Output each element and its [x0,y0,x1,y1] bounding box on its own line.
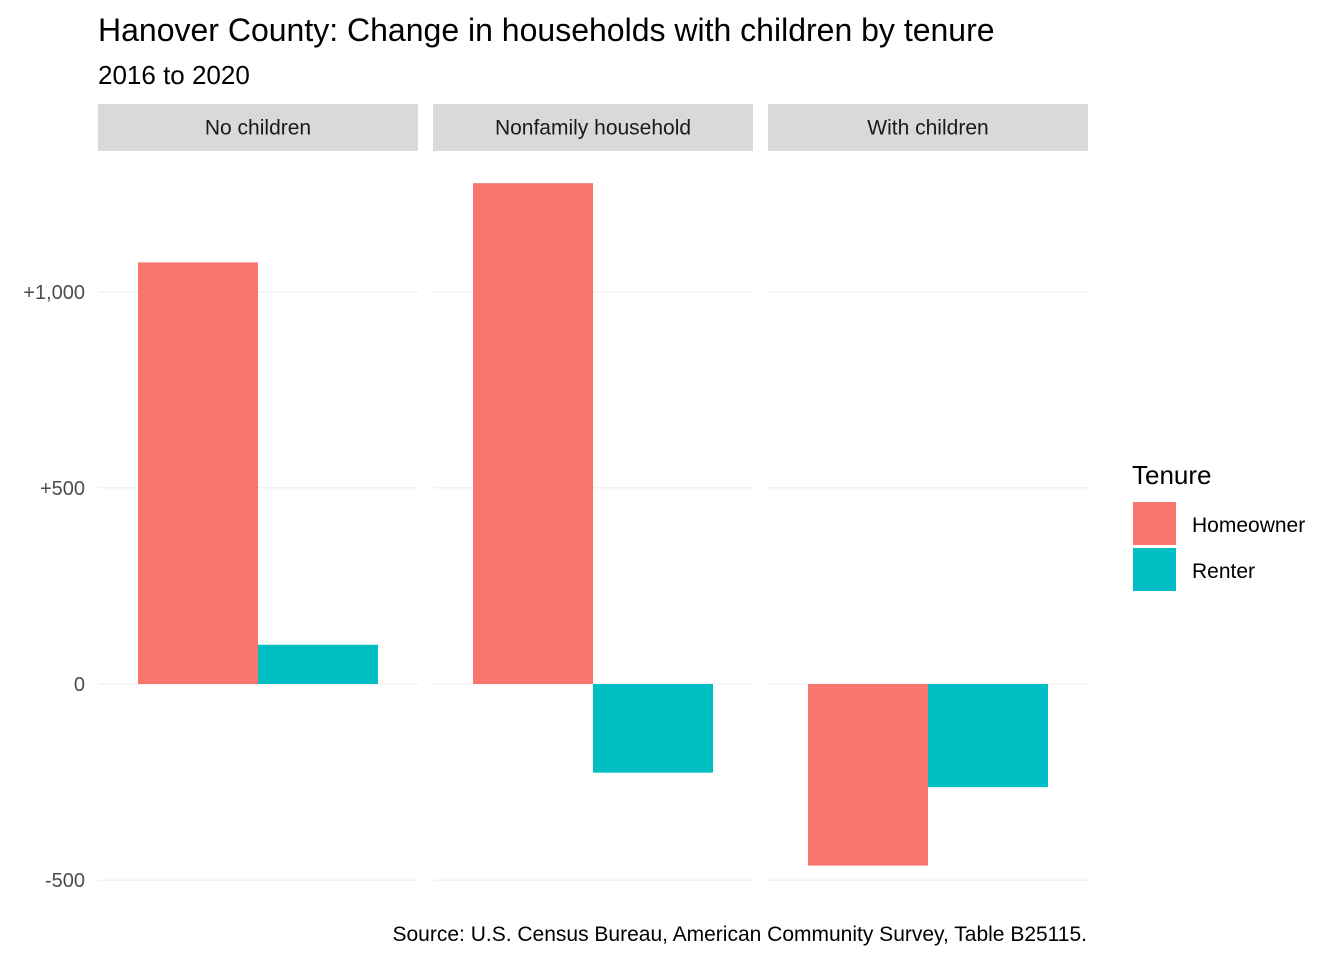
facet-strip-label: With children [867,117,988,140]
y-axis: -500 0 +500 +1,000 [23,282,85,892]
facet-panel: No children [98,104,418,881]
facet-strip [433,104,753,151]
legend: Tenure Homeowner Renter [1132,460,1305,591]
facet-panel: With children [768,104,1088,881]
y-tick-label: +500 [40,478,85,500]
bar-homeowner [808,684,928,866]
bar-renter [928,684,1048,788]
legend-key-renter [1133,548,1176,591]
facet-panel: Nonfamily household [433,104,753,881]
chart-subtitle: 2016 to 2020 [98,60,250,90]
bar-renter [258,644,378,684]
chart-caption: Source: U.S. Census Bureau, American Com… [392,923,1087,946]
facet-strip [98,104,418,151]
y-tick-label: 0 [74,674,85,696]
y-tick-label: -500 [45,870,85,892]
y-tick-label: +1,000 [23,282,85,304]
facet-panels: No children Nonfamily household With child… [98,104,1088,881]
facet-strip-label: No children [205,117,311,140]
bar-renter [593,684,713,773]
facet-strip [768,104,1088,151]
bar-homeowner [473,183,593,685]
legend-key-homeowner [1133,502,1176,545]
legend-label: Homeowner [1192,514,1305,537]
bar-homeowner [138,262,258,684]
legend-label: Renter [1192,560,1255,583]
legend-title: Tenure [1132,460,1212,490]
chart-title: Hanover County: Change in households wit… [98,12,995,48]
facet-strip-label: Nonfamily household [495,117,691,140]
